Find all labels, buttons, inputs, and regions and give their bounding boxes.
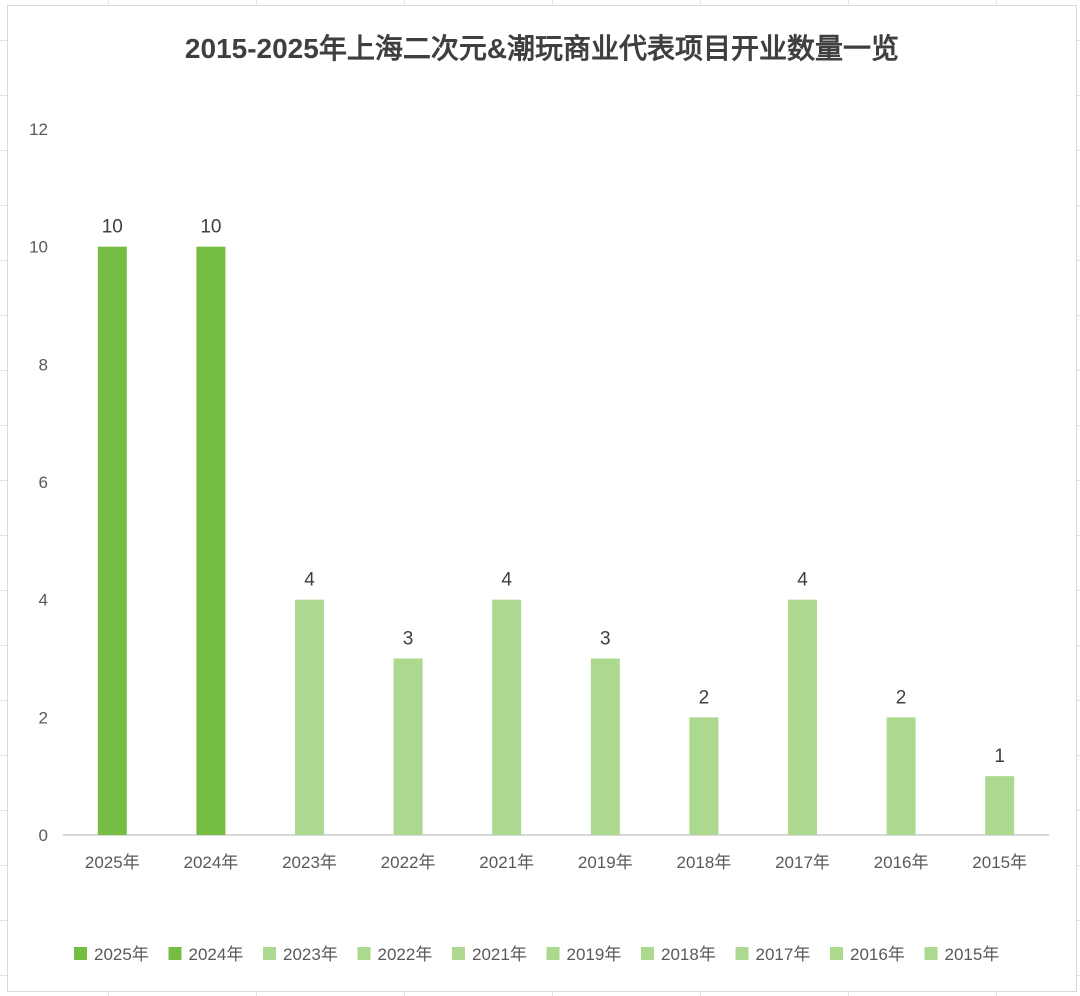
bar-2021年 [492, 599, 522, 835]
data-label: 2 [699, 687, 710, 708]
bar-2024年 [196, 246, 226, 835]
x-tick-label: 2021年 [479, 853, 534, 872]
legend-label: 2023年 [283, 945, 338, 964]
bar-2025年 [97, 246, 127, 835]
bar-2023年 [295, 599, 324, 835]
legend-label: 2017年 [756, 945, 811, 964]
bar-2022年 [393, 658, 423, 835]
x-tick-label: 2023年 [282, 853, 337, 872]
data-label: 10 [102, 217, 123, 238]
data-label: 4 [501, 570, 512, 591]
bar-2017年 [788, 599, 817, 835]
y-tick-label: 2 [39, 708, 48, 727]
legend-swatch [168, 947, 182, 960]
legend-label: 2018年 [661, 945, 716, 964]
chart-container[interactable]: 2015-2025年上海二次元&潮玩商业代表项目开业数量一览 0 2 4 6 8 10 12… [7, 5, 1077, 992]
legend-swatch [641, 947, 654, 960]
x-tick-label: 2015年 [972, 853, 1027, 872]
legend-label: 2021年 [472, 945, 527, 964]
legend-swatch [74, 947, 87, 960]
legend-swatch [546, 947, 560, 960]
data-label: 1 [994, 746, 1005, 767]
data-label: 2 [896, 687, 907, 708]
bar-2015年 [985, 776, 1015, 835]
bar-2016年 [886, 717, 916, 835]
x-tick-label: 2018年 [676, 853, 731, 872]
legend-label: 2015年 [945, 945, 1000, 964]
y-tick-label: 12 [29, 120, 48, 139]
x-tick-label: 2019年 [578, 853, 633, 872]
legend-label: 2019年 [567, 945, 622, 964]
data-label: 4 [797, 570, 808, 591]
y-tick-label: 8 [39, 355, 48, 374]
legend-swatch [735, 947, 749, 960]
bar-chart: 2015-2025年上海二次元&潮玩商业代表项目开业数量一览 024681012… [29, 32, 1049, 964]
legend-label: 2024年 [189, 945, 244, 964]
y-tick-label: 0 [39, 826, 48, 845]
y-tick-label: 6 [39, 473, 48, 492]
legend-label: 2022年 [378, 945, 433, 964]
bar-2019年 [590, 658, 620, 835]
data-label: 3 [403, 629, 414, 650]
legend-swatch [357, 947, 371, 960]
y-tick-label: 10 [29, 238, 48, 257]
data-label: 4 [304, 570, 315, 591]
legend-swatch [830, 947, 843, 960]
x-tick-label: 2017年 [775, 853, 830, 872]
x-tick-label: 2024年 [183, 853, 238, 872]
x-tick-label: 2016年 [874, 853, 929, 872]
legend-label: 2025年 [94, 945, 149, 964]
legend-label: 2016年 [850, 945, 905, 964]
x-tick-label: 2022年 [381, 853, 436, 872]
data-label: 10 [200, 217, 221, 238]
x-tick-label: 2025年 [85, 853, 140, 872]
legend-swatch [452, 947, 465, 960]
legend-swatch [924, 947, 938, 960]
data-label: 3 [600, 629, 611, 650]
y-tick-label: 4 [39, 591, 48, 610]
legend-swatch [263, 947, 276, 960]
bar-2018年 [689, 717, 719, 835]
chart-title: 2015-2025年上海二次元&潮玩商业代表项目开业数量一览 [185, 32, 899, 64]
